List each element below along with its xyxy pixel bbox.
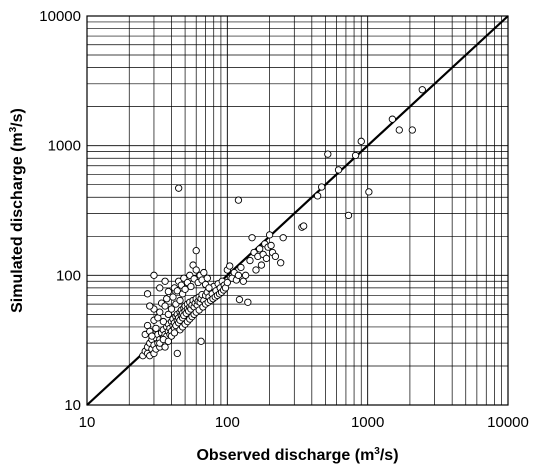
- data-point: [173, 349, 181, 358]
- data-point: [143, 290, 152, 298]
- data-point: [252, 266, 260, 274]
- data-point: [408, 126, 416, 134]
- data-point: [271, 252, 280, 261]
- data-point: [192, 247, 200, 255]
- y-tick-label: 10000: [39, 8, 81, 25]
- data-point: [388, 115, 397, 123]
- data-point: [279, 234, 287, 242]
- x-axis-title: Observed discharge (m3/s): [196, 446, 398, 464]
- data-point: [318, 183, 326, 191]
- data-point: [152, 324, 160, 333]
- data-point: [205, 284, 213, 292]
- y-axis-title-end: /s): [9, 108, 26, 127]
- x-tick-label: 10: [79, 414, 96, 431]
- plot-frame: [86, 15, 509, 406]
- data-point: [267, 241, 275, 250]
- data-point: [344, 211, 353, 220]
- data-point: [239, 277, 247, 285]
- data-point: [197, 337, 205, 345]
- data-point: [237, 263, 245, 272]
- data-point: [167, 305, 176, 313]
- data-point: [300, 222, 308, 230]
- data-point: [156, 284, 164, 292]
- data-point: [170, 329, 179, 337]
- x-axis-title-sup: 3: [374, 446, 380, 457]
- data-point: [181, 285, 189, 293]
- data-point: [200, 268, 208, 277]
- data-point: [161, 302, 169, 310]
- data-point: [256, 245, 264, 253]
- data-point: [187, 282, 195, 291]
- data-point: [246, 256, 254, 265]
- data-point: [235, 295, 244, 304]
- data-point: [262, 254, 271, 263]
- data-point: [277, 259, 285, 267]
- y-axis-title: Simulated discharge (m3/s): [8, 108, 26, 313]
- data-point: [248, 234, 256, 242]
- data-point: [159, 317, 168, 326]
- data-point: [324, 150, 332, 158]
- data-point: [257, 261, 266, 269]
- data-point: [357, 137, 365, 145]
- data-point: [418, 86, 426, 94]
- data-point: [223, 278, 231, 287]
- x-axis-title-main: Observed discharge (m: [196, 447, 374, 464]
- x-axis-title-end: /s): [380, 447, 399, 464]
- data-point: [313, 192, 322, 200]
- data-point: [351, 151, 360, 160]
- x-tick-label: 10000: [487, 414, 529, 431]
- data-point: [241, 271, 250, 279]
- data-point: [395, 126, 403, 134]
- data-point: [161, 343, 169, 351]
- x-tick-label: 100: [215, 414, 240, 431]
- data-point: [164, 310, 173, 319]
- data-point: [234, 271, 243, 279]
- data-point: [148, 332, 156, 340]
- y-tick-label: 10: [64, 397, 81, 414]
- data-point: [146, 302, 154, 310]
- y-axis-title-main: Simulated discharge (m: [9, 132, 26, 313]
- tick-labels: 10 100 1000 10000 10 100 1000 10000: [39, 8, 529, 431]
- grid-lines: [86, 16, 508, 406]
- data-point: [226, 262, 234, 270]
- data-point: [365, 188, 373, 196]
- x-tick-label: 1000: [351, 414, 384, 431]
- data-point: [244, 298, 252, 306]
- data-point: [169, 293, 177, 301]
- data-point: [150, 271, 158, 279]
- y-tick-label: 100: [56, 267, 81, 284]
- y-tick-label: 1000: [48, 138, 81, 155]
- y-axis-title-sup: 3: [8, 126, 19, 132]
- data-point: [164, 287, 173, 296]
- data-point: [156, 308, 164, 316]
- data-point: [176, 296, 184, 305]
- data-point: [175, 184, 183, 192]
- data-point: [265, 231, 274, 239]
- data-point: [334, 166, 343, 174]
- data-point: [164, 337, 173, 345]
- data-point: [234, 196, 243, 204]
- data-point: [203, 274, 211, 282]
- data-point: [161, 277, 169, 285]
- data-point: [192, 266, 200, 274]
- data-point: [173, 287, 181, 295]
- data-points: [139, 86, 426, 360]
